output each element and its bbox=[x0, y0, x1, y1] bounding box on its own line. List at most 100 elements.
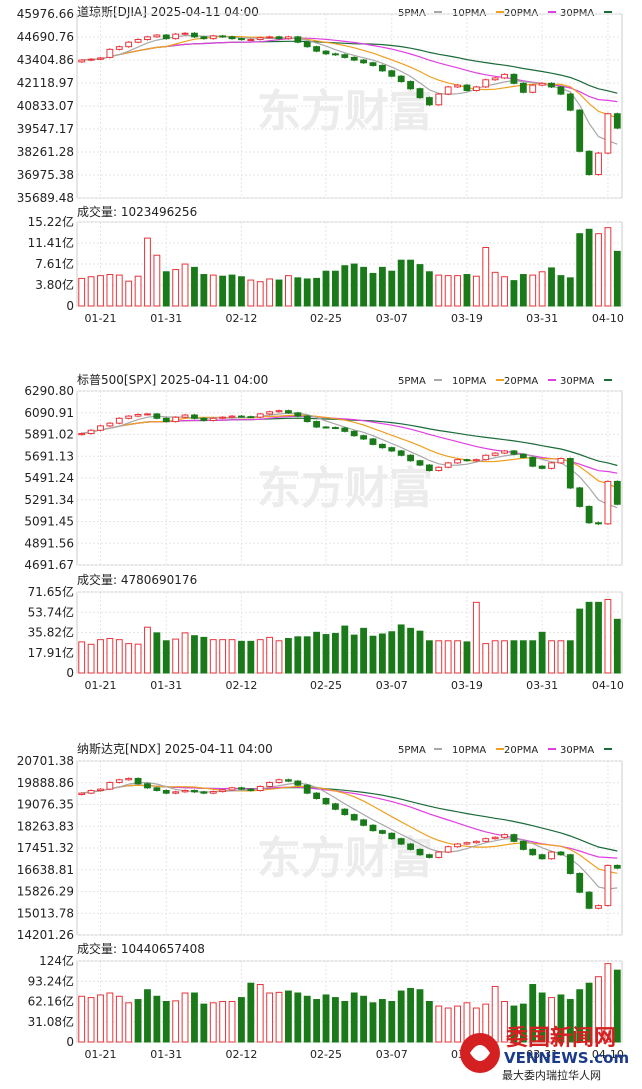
candle-body bbox=[266, 411, 274, 415]
volume-bar bbox=[378, 266, 386, 307]
candle-body bbox=[501, 73, 508, 79]
volume-bar bbox=[463, 641, 471, 674]
candle-body bbox=[472, 459, 480, 462]
candle-body bbox=[538, 854, 546, 860]
volume-bar bbox=[331, 632, 339, 674]
volume-bar bbox=[585, 601, 593, 674]
volume-bar bbox=[482, 643, 490, 674]
volume-bar bbox=[491, 271, 499, 307]
volume-bar bbox=[454, 1005, 461, 1043]
candle-body bbox=[425, 97, 433, 106]
candle-body bbox=[294, 36, 302, 43]
candle-body bbox=[219, 416, 227, 419]
volume-bar bbox=[78, 641, 86, 674]
volume-bar bbox=[557, 275, 565, 307]
candle-body bbox=[613, 113, 621, 129]
candle-body bbox=[191, 414, 198, 419]
volume-bar bbox=[576, 233, 584, 307]
volume-bar bbox=[200, 1003, 208, 1043]
volume-bar bbox=[566, 277, 574, 307]
candle-body bbox=[341, 54, 349, 58]
candle-body bbox=[303, 784, 311, 794]
volume-bar bbox=[435, 1005, 443, 1043]
volume-bar bbox=[106, 274, 114, 307]
legend-label-ma10: 10PMA bbox=[452, 745, 486, 756]
volume-bar bbox=[125, 1002, 133, 1043]
date-tick-label: 02-25 bbox=[310, 679, 342, 692]
candle-body bbox=[134, 413, 142, 417]
volume-bar bbox=[360, 266, 368, 307]
date-tick-label: 01-31 bbox=[150, 312, 182, 325]
candle-body bbox=[360, 435, 368, 440]
candle-body bbox=[153, 34, 161, 38]
volume-bar bbox=[360, 995, 368, 1043]
candle-body bbox=[191, 32, 198, 38]
volume-tick-label: 0 bbox=[66, 666, 74, 680]
volume-bar bbox=[144, 626, 151, 674]
volume-bar bbox=[266, 636, 274, 674]
volume-bar bbox=[78, 995, 86, 1043]
volume-bar bbox=[144, 989, 151, 1043]
candle-body bbox=[435, 466, 443, 472]
volume-bar bbox=[416, 630, 424, 674]
volume-bar bbox=[604, 599, 612, 674]
candle-body bbox=[501, 834, 508, 838]
volume-bar bbox=[115, 639, 123, 674]
volume-bar bbox=[256, 281, 264, 307]
candle-body bbox=[144, 783, 151, 789]
date-tick-label: 01-31 bbox=[150, 1048, 182, 1061]
candle-body bbox=[350, 430, 358, 437]
candle-body bbox=[435, 93, 443, 106]
volume-bar bbox=[407, 259, 414, 307]
volume-bar bbox=[313, 631, 321, 674]
candle-body bbox=[369, 62, 377, 66]
candle-body bbox=[397, 838, 405, 845]
candle-body bbox=[595, 905, 602, 909]
volume-bar bbox=[294, 277, 302, 307]
candle-body bbox=[425, 854, 433, 858]
candle-body bbox=[313, 792, 321, 800]
volume-bar bbox=[360, 627, 368, 674]
volume-bar bbox=[125, 643, 133, 674]
volume-bar bbox=[285, 990, 292, 1043]
volume-label: 成交量: 1023496256 bbox=[77, 204, 197, 219]
date-tick-label: 01-21 bbox=[85, 312, 117, 325]
price-tick-label: 36975.38 bbox=[17, 168, 74, 182]
volume-bar bbox=[219, 1001, 227, 1043]
volume-bar bbox=[510, 640, 518, 674]
volume-bar bbox=[200, 274, 208, 307]
candle-body bbox=[576, 109, 584, 152]
price-tick-label: 38261.28 bbox=[17, 145, 74, 159]
site-watermark: 委国新闻网 VENNEWS.com 最大委内瑞拉华人网 bbox=[460, 1025, 629, 1082]
volume-bar bbox=[491, 640, 499, 674]
candle-body bbox=[369, 824, 377, 832]
candle-body bbox=[519, 82, 527, 93]
volume-bar bbox=[369, 272, 377, 307]
candle-body bbox=[97, 425, 104, 431]
volume-bar bbox=[397, 990, 405, 1043]
volume-bar bbox=[529, 640, 537, 674]
center-watermark: 东方财富 bbox=[257, 463, 433, 514]
candle-body bbox=[162, 789, 170, 794]
volume-bar bbox=[548, 640, 555, 674]
volume-bar bbox=[106, 638, 114, 674]
candle-body bbox=[463, 459, 471, 462]
volume-bar bbox=[256, 984, 264, 1043]
legend-label-ma5: 5PMA bbox=[398, 745, 426, 756]
volume-bar bbox=[322, 994, 330, 1043]
candle-body bbox=[228, 415, 236, 418]
candle-body bbox=[538, 82, 546, 86]
legend-label-ma30: 30PMA bbox=[560, 745, 594, 756]
candle-body bbox=[322, 426, 330, 429]
candle-body bbox=[407, 454, 414, 462]
volume-tick-label: 11.41亿 bbox=[28, 235, 74, 250]
volume-bar bbox=[501, 640, 508, 674]
candle-body bbox=[87, 58, 95, 61]
volume-bar bbox=[134, 275, 142, 307]
date-tick-label: 04-10 bbox=[592, 312, 624, 325]
date-tick-label: 03-19 bbox=[451, 679, 483, 692]
price-tick-label: 5691.13 bbox=[24, 449, 74, 463]
chart-title: 标普500[SPX] 2025-04-11 04:00 bbox=[77, 373, 268, 387]
price-tick-label: 20701.38 bbox=[17, 754, 74, 768]
